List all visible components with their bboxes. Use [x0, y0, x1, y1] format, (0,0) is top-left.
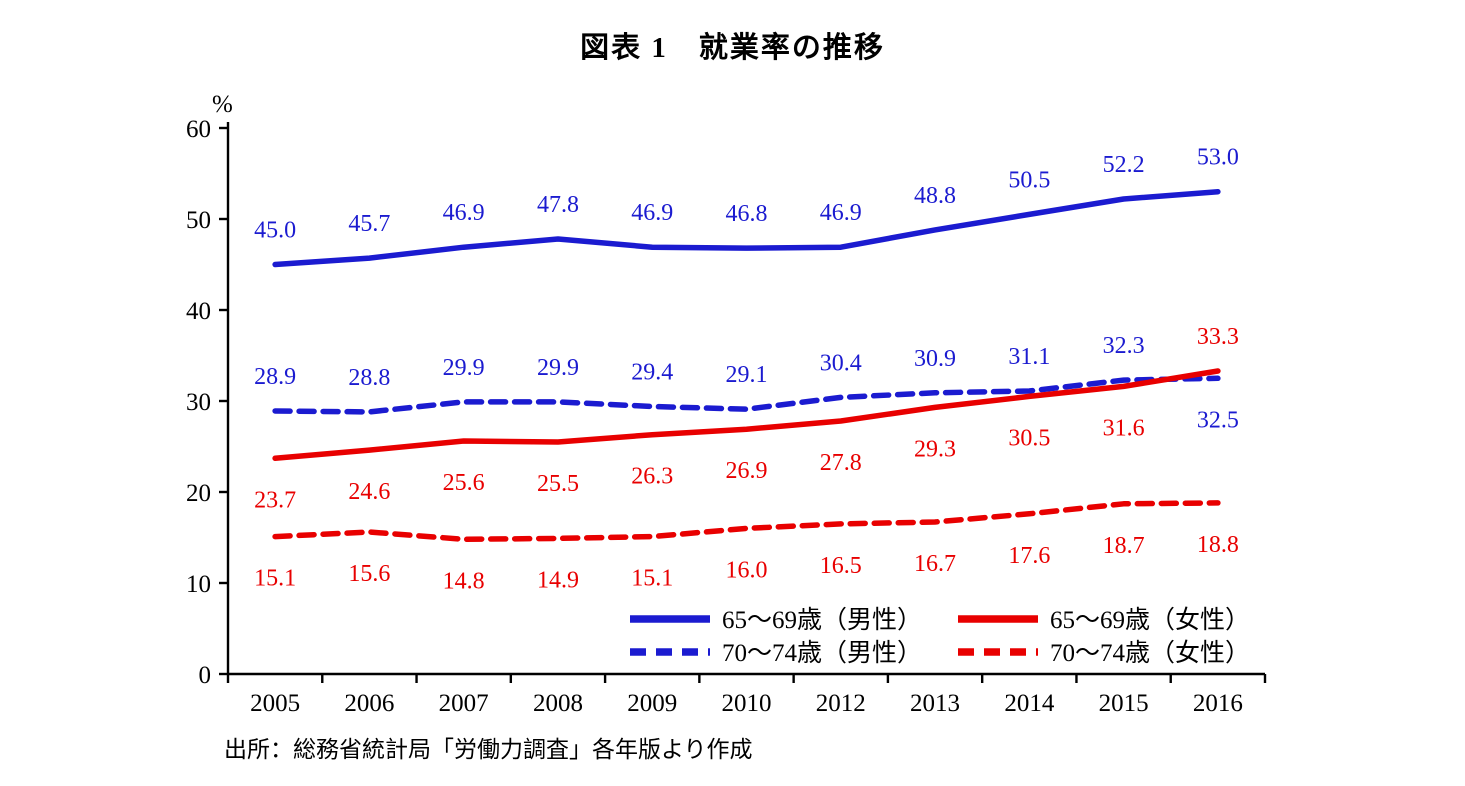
x-tick-label: 2012 — [816, 690, 866, 717]
y-tick-label: 40 — [186, 298, 211, 325]
data-label-series1-2008: 29.9 — [537, 355, 579, 381]
data-label-series2-2014: 30.5 — [1008, 425, 1050, 451]
legend-label-2: 65〜69歳（女性） — [1050, 606, 1250, 634]
data-label-series3-2008: 14.9 — [537, 567, 579, 593]
series-line-1 — [272, 375, 1221, 415]
data-label-series1-2009: 29.4 — [631, 360, 673, 386]
data-label-series1-2015: 32.3 — [1103, 333, 1145, 359]
data-label-series2-2012: 27.8 — [820, 450, 862, 476]
x-tick-label: 2016 — [1193, 690, 1243, 717]
data-label-series0-2015: 52.2 — [1103, 152, 1145, 178]
data-label-series2-2005: 23.7 — [254, 487, 296, 513]
data-label-series1-2007: 29.9 — [443, 355, 485, 381]
x-tick-label: 2008 — [533, 690, 583, 717]
y-tick-label: 0 — [199, 662, 212, 689]
data-label-series3-2006: 15.6 — [348, 561, 390, 587]
x-tick-label: 2014 — [1004, 690, 1055, 717]
x-tick-label: 2005 — [250, 690, 300, 717]
data-label-series0-2016: 53.0 — [1197, 145, 1239, 171]
y-tick-label: 60 — [186, 116, 211, 143]
legend-label-1: 70〜74歳（男性） — [722, 639, 922, 667]
data-label-series1-2016: 32.5 — [1197, 407, 1239, 433]
data-label-series0-2014: 50.5 — [1008, 167, 1050, 193]
data-label-series2-2009: 26.3 — [631, 464, 673, 490]
data-label-series3-2014: 17.6 — [1008, 543, 1050, 569]
data-label-series1-2014: 31.1 — [1008, 344, 1050, 370]
data-label-series0-2007: 46.9 — [443, 200, 485, 226]
data-label-series0-2005: 45.0 — [254, 218, 296, 244]
y-tick-label: 10 — [186, 571, 211, 598]
data-label-series1-2010: 29.1 — [726, 362, 768, 388]
x-tick-label: 2013 — [910, 690, 960, 717]
chart-title: 図表 1 就業率の推移 — [580, 32, 885, 64]
data-label-series1-2005: 28.9 — [254, 364, 296, 390]
source-note: 出所：総務省統計局「労働力調査」各年版より作成 — [224, 737, 753, 762]
legend-label-0: 65〜69歳（男性） — [722, 606, 922, 634]
x-tick-label: 2015 — [1099, 690, 1149, 717]
data-label-series2-2008: 25.5 — [537, 471, 579, 497]
data-label-series2-2015: 31.6 — [1103, 415, 1145, 441]
x-tick-label: 2007 — [439, 690, 489, 717]
y-tick-label: 30 — [186, 389, 211, 416]
data-label-series0-2012: 46.9 — [820, 200, 862, 226]
data-label-series0-2009: 46.9 — [631, 200, 673, 226]
data-label-series2-2013: 29.3 — [914, 436, 956, 462]
data-label-series3-2009: 15.1 — [631, 566, 673, 592]
data-label-series3-2010: 16.0 — [726, 557, 768, 583]
y-axis-unit: % — [212, 91, 233, 118]
data-label-series3-2013: 16.7 — [914, 551, 956, 577]
series-line-2 — [272, 368, 1221, 462]
data-label-series0-2008: 47.8 — [537, 192, 579, 218]
data-label-series2-2007: 25.6 — [443, 470, 485, 496]
data-label-series2-2010: 26.9 — [726, 458, 768, 484]
data-label-series3-2015: 18.7 — [1103, 533, 1145, 559]
data-label-series1-2006: 28.8 — [348, 365, 390, 391]
series-line-3 — [272, 500, 1221, 543]
data-label-series3-2016: 18.8 — [1197, 532, 1239, 558]
data-label-series0-2006: 45.7 — [348, 211, 390, 237]
data-label-series0-2013: 48.8 — [914, 183, 956, 209]
data-label-series0-2010: 46.8 — [726, 201, 768, 227]
data-label-series3-2005: 15.1 — [254, 566, 296, 592]
data-label-series1-2013: 30.9 — [914, 346, 956, 372]
data-label-series2-2016: 33.3 — [1197, 324, 1239, 350]
data-label-series1-2012: 30.4 — [820, 350, 862, 376]
x-tick-label: 2006 — [344, 690, 394, 717]
data-label-series3-2012: 16.5 — [820, 553, 862, 579]
y-tick-label: 50 — [186, 207, 211, 234]
x-tick-label: 2009 — [627, 690, 677, 717]
data-label-series3-2007: 14.8 — [443, 568, 485, 594]
legend-label-3: 70〜74歳（女性） — [1050, 639, 1250, 667]
x-tick-label: 2010 — [722, 690, 772, 717]
series-line-0 — [272, 188, 1221, 268]
data-label-series2-2006: 24.6 — [348, 479, 390, 505]
y-tick-label: 20 — [186, 480, 211, 507]
